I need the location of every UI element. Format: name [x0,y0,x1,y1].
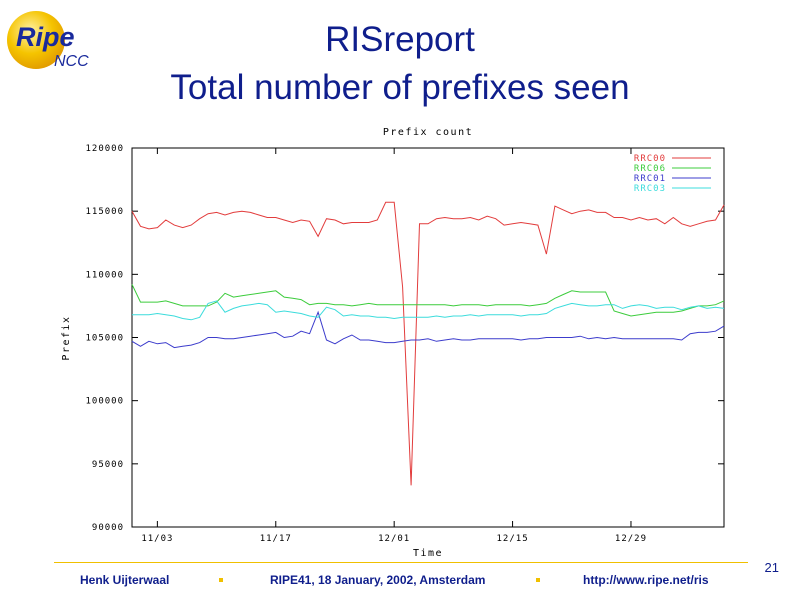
x-tick-label: 12/29 [615,534,647,544]
legend-label-rrc01: RRC01 [634,174,666,184]
y-tick-label: 105000 [85,334,124,344]
y-axis: 90000 95000 100000 105000 110000 115000 120000 [85,144,724,533]
logo-globe [7,11,65,69]
logo-main-text: Ripe [16,22,75,52]
x-axis-label: Time [413,548,443,559]
series-line-rrc03 [132,300,725,321]
y-tick-label: 95000 [92,460,124,470]
x-tick-label: 12/15 [497,534,529,544]
legend-label-rrc06: RRC06 [634,164,666,174]
y-tick-label: 120000 [85,144,124,154]
x-tick-label: 11/17 [260,534,292,544]
series-line-rrc01 [131,310,725,349]
series-line-rrc06 [131,284,725,317]
series-line-rrc00 [131,201,725,486]
legend-label-rrc03: RRC03 [634,184,666,194]
chart-title: Prefix count [383,127,473,138]
x-tick-label: 11/03 [141,534,173,544]
slide-subtitle: Total number of prefixes seen [170,68,630,107]
ripe-ncc-logo: Ripe NCC [7,11,89,70]
footer-bullet [536,578,540,582]
x-tick-label: 12/01 [378,534,410,544]
footer-bullet [219,578,223,582]
y-tick-label: 115000 [85,207,124,217]
page-number: 21 [764,560,779,575]
slide-title: RISreport [325,20,475,59]
footer-url[interactable]: http://www.ripe.net/ris [583,573,709,587]
footer-author: Henk Uijterwaal [80,573,170,587]
y-tick-label: 90000 [92,523,124,533]
footer-event: RIPE41, 18 January, 2002, Amsterdam [270,573,486,587]
x-axis: 11/03 11/17 12/01 12/15 12/29 [141,148,647,544]
y-tick-label: 100000 [85,397,124,407]
y-tick-label: 110000 [85,270,124,280]
footer-rule [54,562,748,563]
legend-label-rrc00: RRC00 [634,154,666,164]
logo-sub-text: NCC [54,53,89,70]
series-layer [131,201,725,486]
y-axis-label: Prefix [61,315,72,360]
plot-frame [131,147,725,528]
